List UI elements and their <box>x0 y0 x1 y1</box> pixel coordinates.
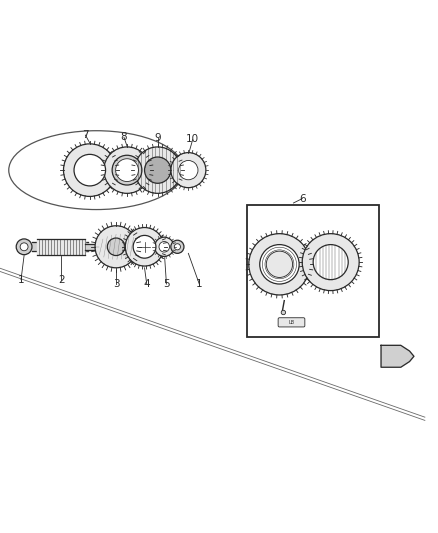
Text: 4: 4 <box>143 279 150 289</box>
Circle shape <box>249 233 310 295</box>
Circle shape <box>133 236 156 258</box>
Text: LB: LB <box>289 320 295 325</box>
Text: 5: 5 <box>163 279 170 289</box>
Circle shape <box>95 226 137 268</box>
Circle shape <box>302 233 359 290</box>
Circle shape <box>107 238 125 255</box>
Polygon shape <box>381 345 414 367</box>
Text: 8: 8 <box>120 132 127 142</box>
Circle shape <box>16 239 32 255</box>
Circle shape <box>112 155 142 185</box>
Circle shape <box>145 157 171 183</box>
Circle shape <box>313 245 348 280</box>
Circle shape <box>266 251 293 278</box>
Text: 3: 3 <box>113 279 120 289</box>
Circle shape <box>116 159 138 182</box>
Circle shape <box>125 228 164 266</box>
Circle shape <box>74 155 106 186</box>
FancyBboxPatch shape <box>247 205 379 336</box>
Text: 1: 1 <box>18 274 25 285</box>
Circle shape <box>104 147 150 193</box>
Circle shape <box>171 240 184 253</box>
Circle shape <box>134 147 181 193</box>
Circle shape <box>64 144 116 197</box>
Circle shape <box>179 160 198 180</box>
Circle shape <box>174 244 180 250</box>
Circle shape <box>20 243 28 251</box>
Text: 7: 7 <box>82 130 89 140</box>
FancyBboxPatch shape <box>278 318 305 327</box>
Circle shape <box>155 237 174 256</box>
Text: 9: 9 <box>154 133 161 143</box>
Circle shape <box>260 245 299 284</box>
Circle shape <box>171 152 206 188</box>
Text: 6: 6 <box>299 193 306 204</box>
Circle shape <box>159 241 170 252</box>
Text: 1: 1 <box>196 279 203 289</box>
Circle shape <box>281 310 286 314</box>
Text: 2: 2 <box>58 274 65 285</box>
Text: 10: 10 <box>186 134 199 144</box>
